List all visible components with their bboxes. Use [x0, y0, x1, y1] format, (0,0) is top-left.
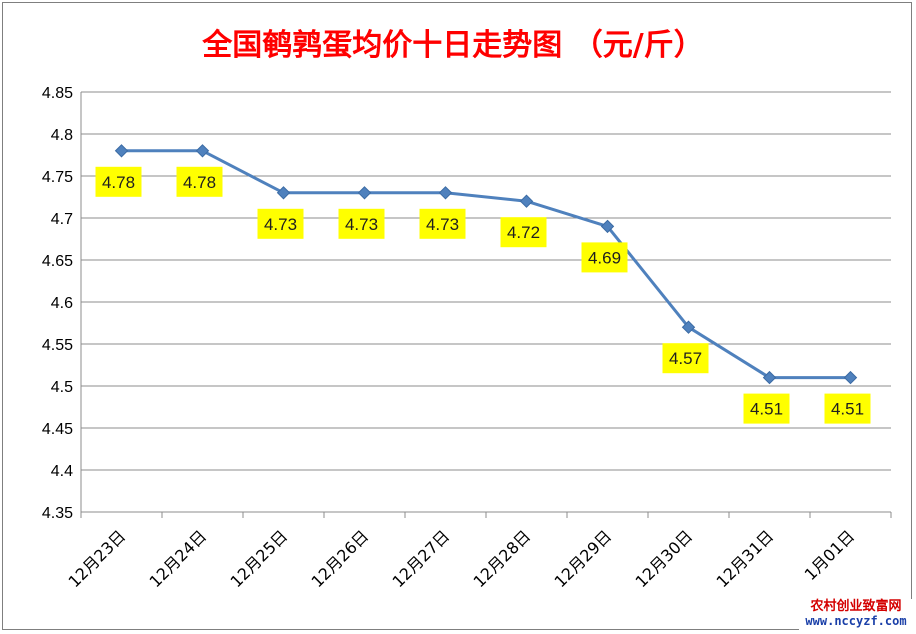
data-label: 4.78 — [102, 173, 135, 192]
x-tick-label: 12月30日 — [631, 526, 696, 591]
y-tick-label: 4.55 — [42, 337, 73, 354]
data-label-box — [419, 208, 466, 239]
data-point-marker — [762, 370, 777, 385]
data-label-box — [176, 166, 223, 197]
data-label: 4.73 — [264, 215, 297, 234]
x-tick-label: 12月28日 — [469, 526, 534, 591]
watermark-url: www.nccyzf.com — [805, 614, 907, 628]
x-tick-label: 12月26日 — [307, 526, 372, 591]
chart-title: 全国鹌鹑蛋均价十日走势图 （元/斤） — [201, 28, 703, 63]
y-tick-label: 4.8 — [51, 127, 73, 144]
data-label-box — [95, 166, 142, 197]
x-tick-label: 12月27日 — [388, 526, 453, 591]
axis-layer: 4.35 4.4 4.45 4.5 4.55 4.6 4.65 4.7 4.75 4.8 4.85 1… — [42, 85, 892, 591]
data-point-marker — [438, 186, 453, 200]
data-label-box — [662, 343, 709, 374]
grid-layer — [81, 91, 891, 471]
data-point-marker — [195, 144, 210, 158]
x-tick-label: 12月24日 — [145, 526, 210, 591]
data-point-marker — [843, 370, 858, 385]
series-layer — [114, 144, 858, 385]
series-line — [121, 149, 851, 380]
label-layer: 4.78 4.78 4.73 4.73 4.73 4.72 4.69 4.57 4.51 4.51 — [95, 166, 871, 424]
data-label: 4.73 — [426, 215, 459, 234]
y-tick-label: 4.65 — [42, 253, 73, 270]
y-tick-label: 4.85 — [42, 85, 73, 102]
data-label: 4.51 — [750, 400, 783, 419]
data-label: 4.51 — [831, 400, 864, 419]
data-label-box — [581, 242, 628, 273]
x-tick-label: 12月25日 — [226, 526, 291, 591]
data-point-marker — [519, 194, 534, 208]
y-tick-label: 4.35 — [42, 505, 73, 522]
data-label: 4.57 — [669, 349, 702, 368]
x-tick-label: 1月01日 — [801, 526, 859, 584]
y-tick-label: 4.5 — [51, 379, 73, 396]
x-tick-label: 12月31日 — [712, 526, 777, 591]
chart-svg: 全国鹌鹑蛋均价十日走势图 （元/斤） 4.35 4.4 4.45 4.5 4.55 4.6… — [42, 28, 892, 591]
x-tick-label: 12月29日 — [550, 526, 615, 591]
data-point-marker — [357, 186, 372, 200]
data-label: 4.78 — [183, 173, 216, 192]
data-point-marker — [276, 186, 291, 200]
data-label-box — [743, 393, 790, 424]
data-label-box — [338, 208, 385, 239]
data-label-box — [500, 217, 547, 248]
y-tick-label: 4.45 — [42, 421, 73, 438]
data-label: 4.72 — [507, 223, 540, 242]
data-label: 4.73 — [345, 215, 378, 234]
watermark-name: 农村创业致富网 — [810, 599, 902, 614]
watermark: 农村创业致富网 www.nccyzf.com — [799, 599, 913, 631]
data-label: 4.69 — [588, 248, 621, 267]
y-tick-label: 4.6 — [51, 295, 73, 312]
x-tick-label: 12月23日 — [64, 526, 129, 591]
data-point-marker — [681, 320, 696, 334]
y-tick-label: 4.4 — [51, 463, 73, 480]
data-point-marker — [600, 219, 615, 234]
data-label-box — [257, 208, 304, 239]
y-tick-label: 4.75 — [42, 169, 73, 186]
data-point-marker — [114, 144, 129, 158]
data-label-box — [824, 393, 871, 424]
y-tick-label: 4.7 — [51, 211, 73, 228]
